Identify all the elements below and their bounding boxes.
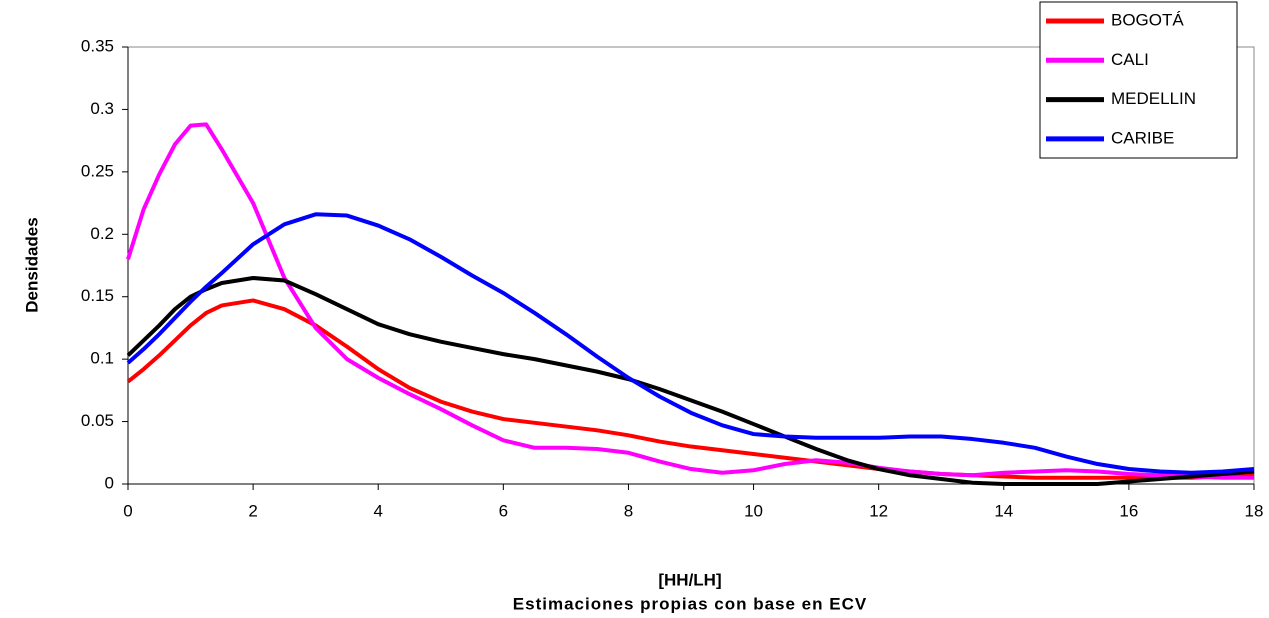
y-tick-label: 0.05 — [81, 411, 114, 430]
x-tick-label: 14 — [994, 501, 1013, 520]
x-tick-label: 4 — [373, 501, 382, 520]
legend-label: CARIBE — [1111, 128, 1174, 147]
series-line — [126, 212, 1255, 475]
y-tick-label: 0 — [105, 473, 114, 492]
y-tick-label: 0.15 — [81, 286, 114, 305]
legend-box — [1039, 1, 1238, 159]
series-line — [126, 275, 1255, 486]
y-axis-label: Densidades — [22, 217, 41, 312]
x-tick-label: 16 — [1119, 501, 1138, 520]
legend-label: MEDELLIN — [1111, 89, 1196, 108]
legend-label: CALI — [1111, 50, 1149, 69]
y-tick-label: 0.25 — [81, 161, 114, 180]
x-axis-label: [HH/LH] — [658, 570, 721, 589]
y-tick-label: 0.1 — [90, 349, 114, 368]
x-tick-label: 8 — [624, 501, 633, 520]
x-tick-label: 0 — [123, 501, 132, 520]
x-tick-label: 2 — [248, 501, 257, 520]
series-line — [126, 298, 1255, 480]
x-tick-label: 6 — [499, 501, 508, 520]
y-tick-label: 0.2 — [90, 224, 114, 243]
subtitle: Estimaciones propias con base en ECV — [513, 594, 867, 613]
x-tick-label: 12 — [869, 501, 888, 520]
y-tick-label: 0.35 — [81, 36, 114, 55]
x-tick-label: 18 — [1245, 501, 1264, 520]
x-tick-label: 10 — [744, 501, 763, 520]
series-line — [126, 122, 1254, 480]
legend-label: BOGOTÁ — [1111, 10, 1184, 29]
y-tick-label: 0.3 — [90, 99, 114, 118]
